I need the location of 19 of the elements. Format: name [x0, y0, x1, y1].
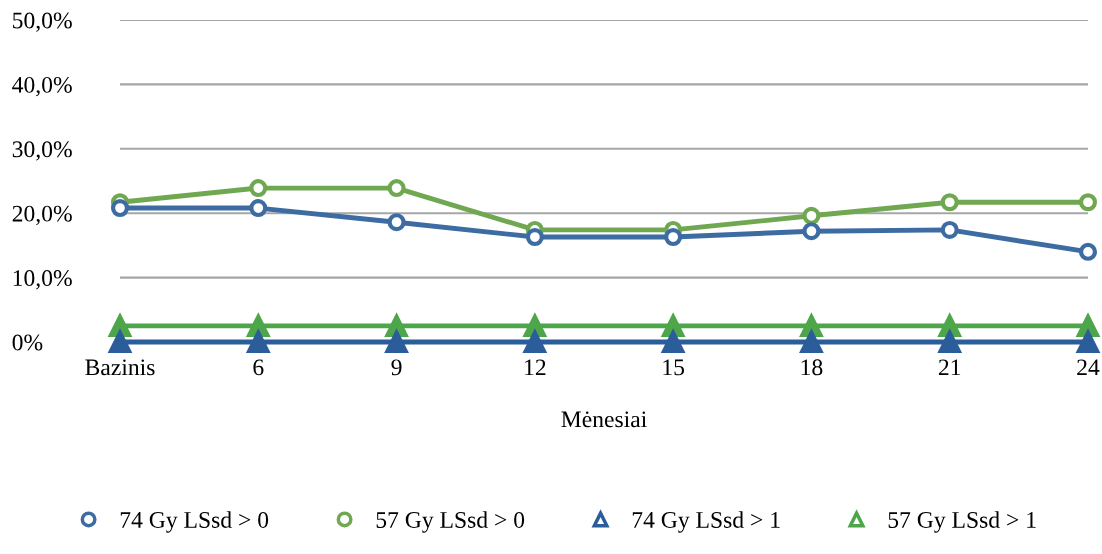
y-tick-label: 20,0% [12, 205, 72, 226]
x-axis-title: Mėnesiai [561, 411, 647, 428]
x-tick-label: 9 [391, 359, 402, 376]
x-tick-label: 12 [525, 359, 546, 376]
x-tick-label: 24 [1077, 359, 1100, 376]
x-tick-label: Bazinis [85, 359, 155, 376]
legend-label: 57 Gy LSsd > 0 [376, 511, 525, 533]
y-tick-label: 10,0% [13, 270, 72, 290]
legend-label: 74 Gy LSsd > 1 [632, 511, 780, 533]
legend-label: 74 Gy LSsd > 0 [120, 511, 269, 533]
y-tick-label: 40,0% [12, 76, 72, 97]
y-tick-label: 30,0% [12, 141, 72, 161]
x-tick-label: 18 [801, 359, 823, 376]
x-tick-label: 21 [938, 359, 961, 376]
legend-label: 57 Gy LSsd > 1 [888, 511, 1036, 533]
x-tick-label: 6 [253, 359, 264, 376]
y-tick-label: 50,0% [13, 12, 72, 32]
x-tick-label: 15 [663, 359, 685, 376]
y-tick-label: 0% [12, 334, 43, 351]
